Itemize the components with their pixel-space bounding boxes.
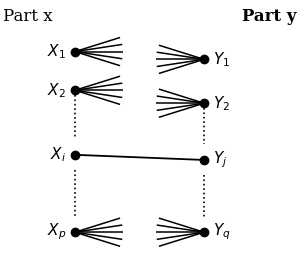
Text: $X_2$: $X_2$ — [47, 81, 66, 100]
Text: $Y_j$: $Y_j$ — [213, 150, 227, 170]
Text: Part x: Part x — [3, 8, 52, 25]
Text: $Y_1$: $Y_1$ — [213, 50, 230, 69]
Text: Part y: Part y — [242, 8, 297, 25]
Text: $Y_2$: $Y_2$ — [213, 94, 230, 112]
Text: $X_p$: $X_p$ — [46, 222, 66, 243]
Text: $X_1$: $X_1$ — [47, 42, 66, 61]
Text: $Y_q$: $Y_q$ — [213, 222, 231, 243]
Text: $X_i$: $X_i$ — [50, 146, 66, 164]
